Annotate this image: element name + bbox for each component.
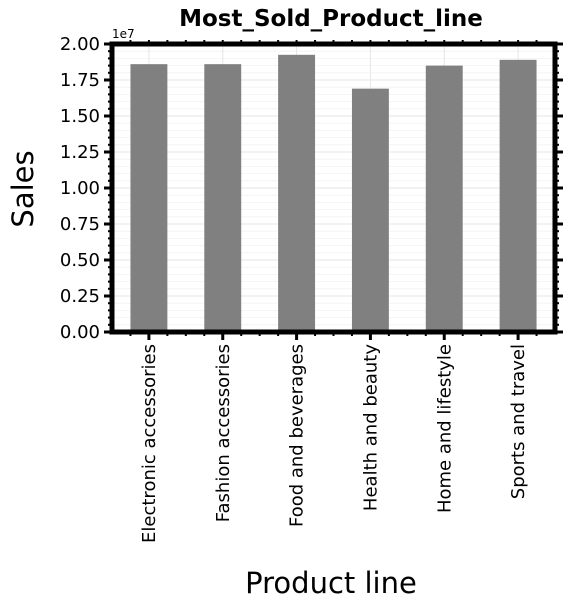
x-axis-label: Product line (245, 566, 417, 600)
y-tick-label: 1.00 (60, 178, 100, 199)
bar (425, 65, 463, 332)
y-tick-labels: 0.00 0.25 0.50 0.75 1.00 1.25 1.50 1.75 2.00 (60, 34, 100, 343)
y-tick-label: 0.75 (60, 214, 100, 235)
y-tick-label: 0.00 (60, 322, 100, 343)
x-tick-label: Sports and travel (508, 344, 529, 499)
x-tick-label: Fashion accessories (213, 344, 234, 522)
bar (204, 64, 242, 332)
x-tick-label: Health and beauty (360, 344, 381, 511)
bar (351, 88, 389, 332)
grid-layer (112, 43, 555, 333)
plot-frame (109, 41, 558, 335)
bars-layer (130, 54, 537, 333)
x-tick-label: Home and lifestyle (434, 344, 455, 513)
bar (278, 54, 316, 333)
y-axis-label: Sales (6, 150, 40, 227)
x-tick-label: Electronic accessories (139, 344, 160, 543)
chart-title: Most_Sold_Product_line (179, 6, 483, 32)
y-tick-label: 1.25 (60, 142, 100, 163)
y-tick-label: 1.75 (60, 70, 100, 91)
y-tick-label: 1.50 (60, 106, 100, 127)
y-tick-label: 2.00 (60, 34, 100, 55)
bar (499, 59, 537, 333)
y-tick-label: 0.25 (60, 286, 100, 307)
y-tick-label: 0.50 (60, 250, 100, 271)
x-tick-label: Food and beverages (287, 344, 308, 527)
y-exponent-label: 1e7 (112, 27, 135, 41)
bar (130, 64, 168, 332)
ticks-layer (104, 40, 563, 340)
x-tick-labels: Electronic accessories Fashion accessorie… (139, 344, 529, 543)
